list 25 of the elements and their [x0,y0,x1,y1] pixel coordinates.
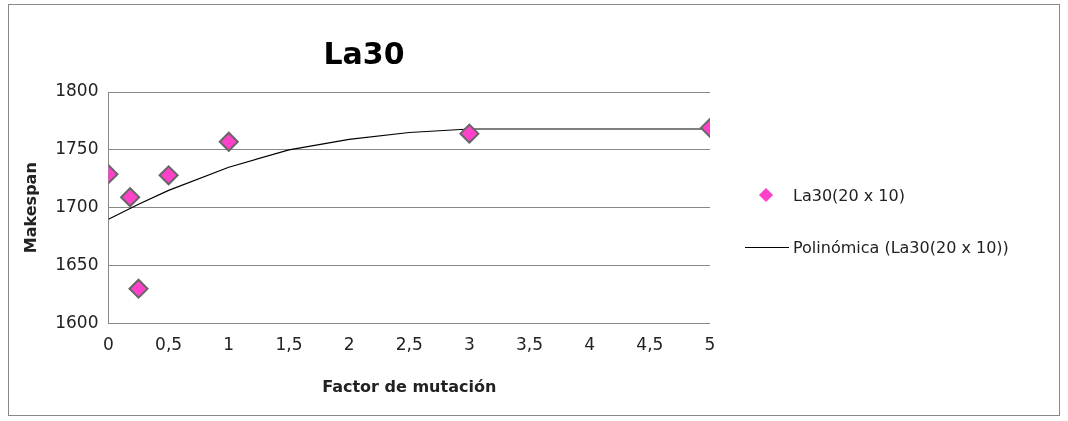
x-tick-label: 1,5 [275,334,303,355]
y-tick-label: 1700 [55,196,99,217]
point [218,131,239,152]
x-tick-label: 5 [704,334,716,355]
x-tick-label: 3 [463,334,475,355]
legend-label: La30(20 x 10) [793,185,905,207]
y-tick-label: 1750 [55,138,99,159]
y-tick-label: 1800 [55,80,99,101]
x-tick-label: 2,5 [395,334,423,355]
point [128,278,149,299]
x-tick-label: 1 [223,334,235,355]
x-tick-label: 3,5 [516,334,544,355]
y-tick-label: 1650 [55,253,99,274]
point [158,165,179,186]
y-axis-title: Makespan [20,162,40,254]
point [120,187,141,208]
legend-label: Polinómica (La30(20 x 10)) [793,237,1009,259]
x-tick-label: 4,5 [636,334,664,355]
x-tick-label: 0,5 [155,334,183,355]
chart-title: La30 [323,35,405,71]
x-tick-label: 0 [103,334,114,355]
x-axis-title: Factor de mutación [322,376,497,396]
x-tick-label: 4 [584,334,596,355]
x-tick-label: 2 [343,334,355,355]
y-tick-label: 1600 [55,311,99,332]
